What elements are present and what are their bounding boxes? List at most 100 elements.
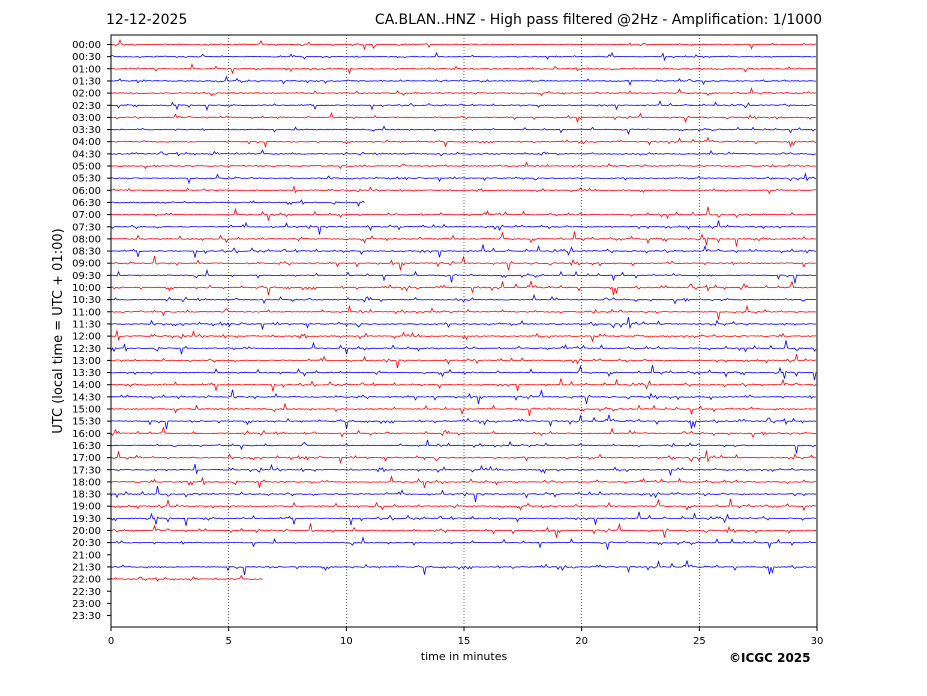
row-time-label: 11:30 [72, 319, 101, 330]
x-tick-label: 5 [225, 636, 231, 647]
row-time-label: 14:30 [72, 392, 101, 403]
row-time-label: 23:30 [72, 611, 101, 622]
trace-row-0800 [110, 231, 816, 247]
trace-row-0700 [110, 206, 817, 221]
trace-row-1500 [110, 402, 816, 416]
x-tick-label: 25 [693, 636, 706, 647]
date-label: 12-12-2025 [106, 12, 188, 28]
trace-row-1630 [110, 439, 817, 454]
row-time-label: 06:00 [72, 186, 101, 197]
row-time-label: 22:30 [72, 587, 101, 598]
copyright-label: ©ICGC 2025 [729, 651, 811, 665]
trace-row-1130 [110, 316, 817, 331]
trace-row-0130 [110, 75, 816, 87]
row-time-label: 08:00 [72, 234, 101, 245]
trace-row-0300 [110, 111, 817, 124]
trace-row-0030 [110, 51, 817, 62]
row-time-label: 10:00 [72, 283, 101, 294]
row-time-label: 09:00 [72, 259, 101, 270]
trace-row-1400 [110, 378, 817, 392]
trace-row-1730 [110, 463, 817, 477]
trace-row-0000 [110, 38, 817, 51]
trace-row-1530 [110, 414, 817, 430]
trace-row-1030 [110, 293, 816, 305]
row-time-label: 13:00 [72, 356, 101, 367]
trace-row-0930 [110, 268, 817, 284]
row-time-label: 10:30 [72, 295, 101, 306]
row-time-label: 16:30 [72, 441, 101, 452]
trace-row-1100 [110, 304, 817, 320]
row-time-label: 19:00 [72, 502, 101, 513]
x-ticks: 0 5 10 15 20 25 30 [108, 627, 824, 647]
trace-row-0400 [111, 136, 817, 148]
row-time-label: 12:30 [72, 344, 101, 355]
trace-row-1230 [110, 340, 817, 355]
trace-row-1600 [110, 426, 817, 439]
row-time-label: 17:30 [72, 465, 101, 476]
trace-row-1930 [110, 511, 817, 526]
trace-row-0330 [110, 125, 817, 136]
trace-row-1800 [110, 475, 817, 488]
row-time-label: 11:00 [72, 307, 101, 318]
row-time-label: 04:00 [72, 137, 101, 148]
trace-row-0500 [110, 161, 817, 170]
row-time-label: 18:30 [72, 490, 101, 501]
trace-row-0600 [110, 185, 817, 195]
trace-row-0100 [110, 63, 816, 75]
plot-frame [110, 34, 818, 628]
x-tick-label: 15 [458, 636, 471, 647]
row-time-label: 01:00 [72, 64, 101, 75]
row-time-label: 07:30 [72, 222, 101, 233]
row-time-label: 22:00 [72, 575, 101, 586]
row-time-label: 14:00 [72, 380, 101, 391]
x-tick-label: 30 [811, 636, 824, 647]
row-time-label: 07:00 [72, 210, 101, 221]
chart-title: CA.BLAN..HNZ - High pass filtered @2Hz -… [374, 12, 822, 28]
row-time-label: 01:30 [72, 76, 101, 87]
row-time-label: 16:00 [72, 429, 101, 440]
trace-row-2000 [110, 522, 817, 538]
x-tick-label: 0 [108, 636, 114, 647]
row-time-label: 02:00 [72, 89, 101, 100]
row-time-label: 18:00 [72, 477, 101, 488]
trace-row-1330 [110, 365, 817, 381]
trace-row-0200 [110, 87, 817, 97]
trace-row-0830 [110, 244, 817, 258]
row-time-label: 05:30 [72, 174, 101, 185]
row-time-label: 08:30 [72, 247, 101, 258]
trace-row-1700 [110, 450, 817, 465]
trace-group [110, 38, 817, 582]
row-time-label: 21:30 [72, 562, 101, 573]
grid-lines [228, 35, 700, 627]
x-axis-label: time in minutes [421, 650, 508, 663]
row-time-label: 05:00 [72, 162, 101, 173]
trace-row-1000 [110, 280, 817, 296]
row-time-label: 06:30 [72, 198, 101, 209]
row-time-label: 13:30 [72, 368, 101, 379]
trace-row-2200 [110, 574, 263, 582]
trace-row-0430 [110, 149, 816, 157]
trace-row-0630 [110, 199, 365, 208]
row-time-label: 21:00 [72, 550, 101, 561]
row-time-label: 19:30 [72, 514, 101, 525]
row-time-label: 15:00 [72, 405, 101, 416]
trace-row-0900 [110, 255, 816, 271]
trace-row-1430 [110, 389, 817, 405]
row-time-label: 04:30 [72, 149, 101, 160]
trace-row-0530 [110, 172, 817, 185]
row-time-label: 15:30 [72, 417, 101, 428]
row-time-label: 12:00 [72, 332, 101, 343]
row-time-label: 03:00 [72, 113, 101, 124]
row-time-label: 20:00 [72, 526, 101, 537]
row-time-label: 17:00 [72, 453, 101, 464]
row-time-label: 03:30 [72, 125, 101, 136]
x-tick-label: 10 [340, 636, 353, 647]
row-time-label: 02:30 [72, 101, 101, 112]
trace-row-1300 [110, 354, 817, 369]
row-time-label: 20:30 [72, 538, 101, 549]
row-time-label: 23:00 [72, 599, 101, 610]
row-time-label: 00:30 [72, 52, 101, 63]
x-tick-label: 20 [575, 636, 588, 647]
